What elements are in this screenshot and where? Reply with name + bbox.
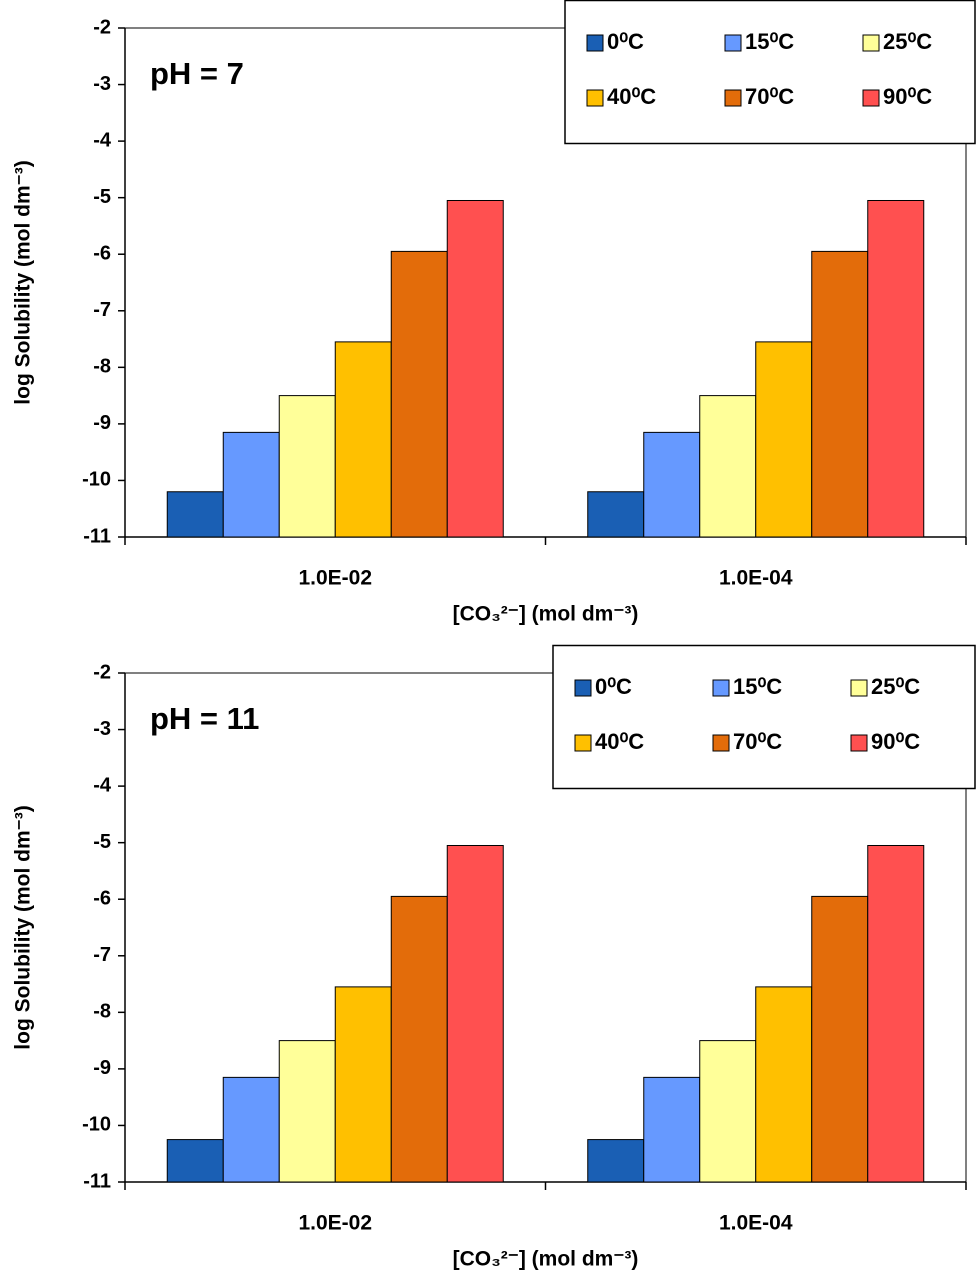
y-tick-label: -3 [93,718,111,740]
bar [222,1076,280,1183]
legend-swatch [862,89,880,107]
legend-label: 25⁰C [871,674,920,699]
y-axis-label: log Solubility (mol dm⁻³) [12,160,35,404]
bar [446,199,504,538]
legend-label: 15⁰C [745,29,794,54]
legend-swatch [712,734,730,752]
bar [867,199,925,538]
legend-label: 40⁰C [607,84,656,109]
annotation: pH = 7 [150,56,244,91]
bar [390,895,448,1183]
y-tick-label: -10 [82,469,111,491]
legend-label: 0⁰C [607,29,644,54]
bar [446,844,504,1183]
y-tick-label: -11 [83,525,111,547]
y-tick-label: -9 [93,1057,111,1079]
bar [166,1139,224,1183]
legend-label: 40⁰C [595,729,644,754]
bar [811,250,869,538]
legend-swatch [724,89,742,107]
legend-swatch [724,34,742,52]
legend-box [564,0,976,145]
bar [278,1040,336,1183]
y-tick-label: -8 [93,1001,111,1023]
bar [643,1076,701,1183]
x-tick-label: 1.0E-04 [719,567,793,590]
x-tick-label: 1.0E-02 [298,1212,372,1235]
y-tick-label: -9 [93,412,111,434]
y-tick-label: -3 [93,73,111,95]
bar [278,395,336,538]
legend-swatch [574,734,592,752]
legend-label: 70⁰C [733,729,782,754]
legend-swatch [862,34,880,52]
bar [755,341,813,538]
legend-box [552,644,976,790]
y-tick-label: -2 [93,16,111,38]
bar [867,844,925,1183]
x-tick-label: 1.0E-04 [719,1212,793,1235]
bar [334,986,392,1183]
bar [587,1139,645,1183]
legend-swatch [850,734,868,752]
y-tick-label: -7 [93,944,111,966]
legend-label: 15⁰C [733,674,782,699]
legend-label: 90⁰C [883,84,932,109]
legend-swatch [712,679,730,697]
y-tick-label: -6 [93,888,111,910]
legend-swatch [850,679,868,697]
y-tick-label: -4 [93,774,112,796]
bar [643,431,701,538]
x-axis-label: [CO₃²⁻] (mol dm⁻³) [453,603,639,626]
y-tick-label: -5 [93,186,111,208]
bar [166,491,224,538]
y-tick-label: -11 [83,1170,111,1192]
y-tick-label: -6 [93,243,111,265]
bar [390,250,448,538]
legend-swatch [586,34,604,52]
y-tick-label: -2 [93,661,111,683]
legend-label: 25⁰C [883,29,932,54]
y-axis-label: log Solubility (mol dm⁻³) [12,805,35,1049]
y-tick-label: -10 [82,1114,111,1136]
bar [811,895,869,1183]
bar [699,1040,757,1183]
y-tick-label: -7 [93,299,111,321]
bar [334,341,392,538]
x-axis-label: [CO₃²⁻] (mol dm⁻³) [453,1248,639,1271]
bar [755,986,813,1183]
bar [222,431,280,538]
bar [699,395,757,538]
x-tick-label: 1.0E-02 [298,567,372,590]
y-tick-label: -8 [93,356,111,378]
legend-swatch [586,89,604,107]
legend-swatch [574,679,592,697]
legend-label: 0⁰C [595,674,632,699]
annotation: pH = 11 [150,701,259,736]
legend-label: 70⁰C [745,84,794,109]
y-tick-label: -4 [93,129,112,151]
bar [587,491,645,538]
legend-label: 90⁰C [871,729,920,754]
y-tick-label: -5 [93,831,111,853]
